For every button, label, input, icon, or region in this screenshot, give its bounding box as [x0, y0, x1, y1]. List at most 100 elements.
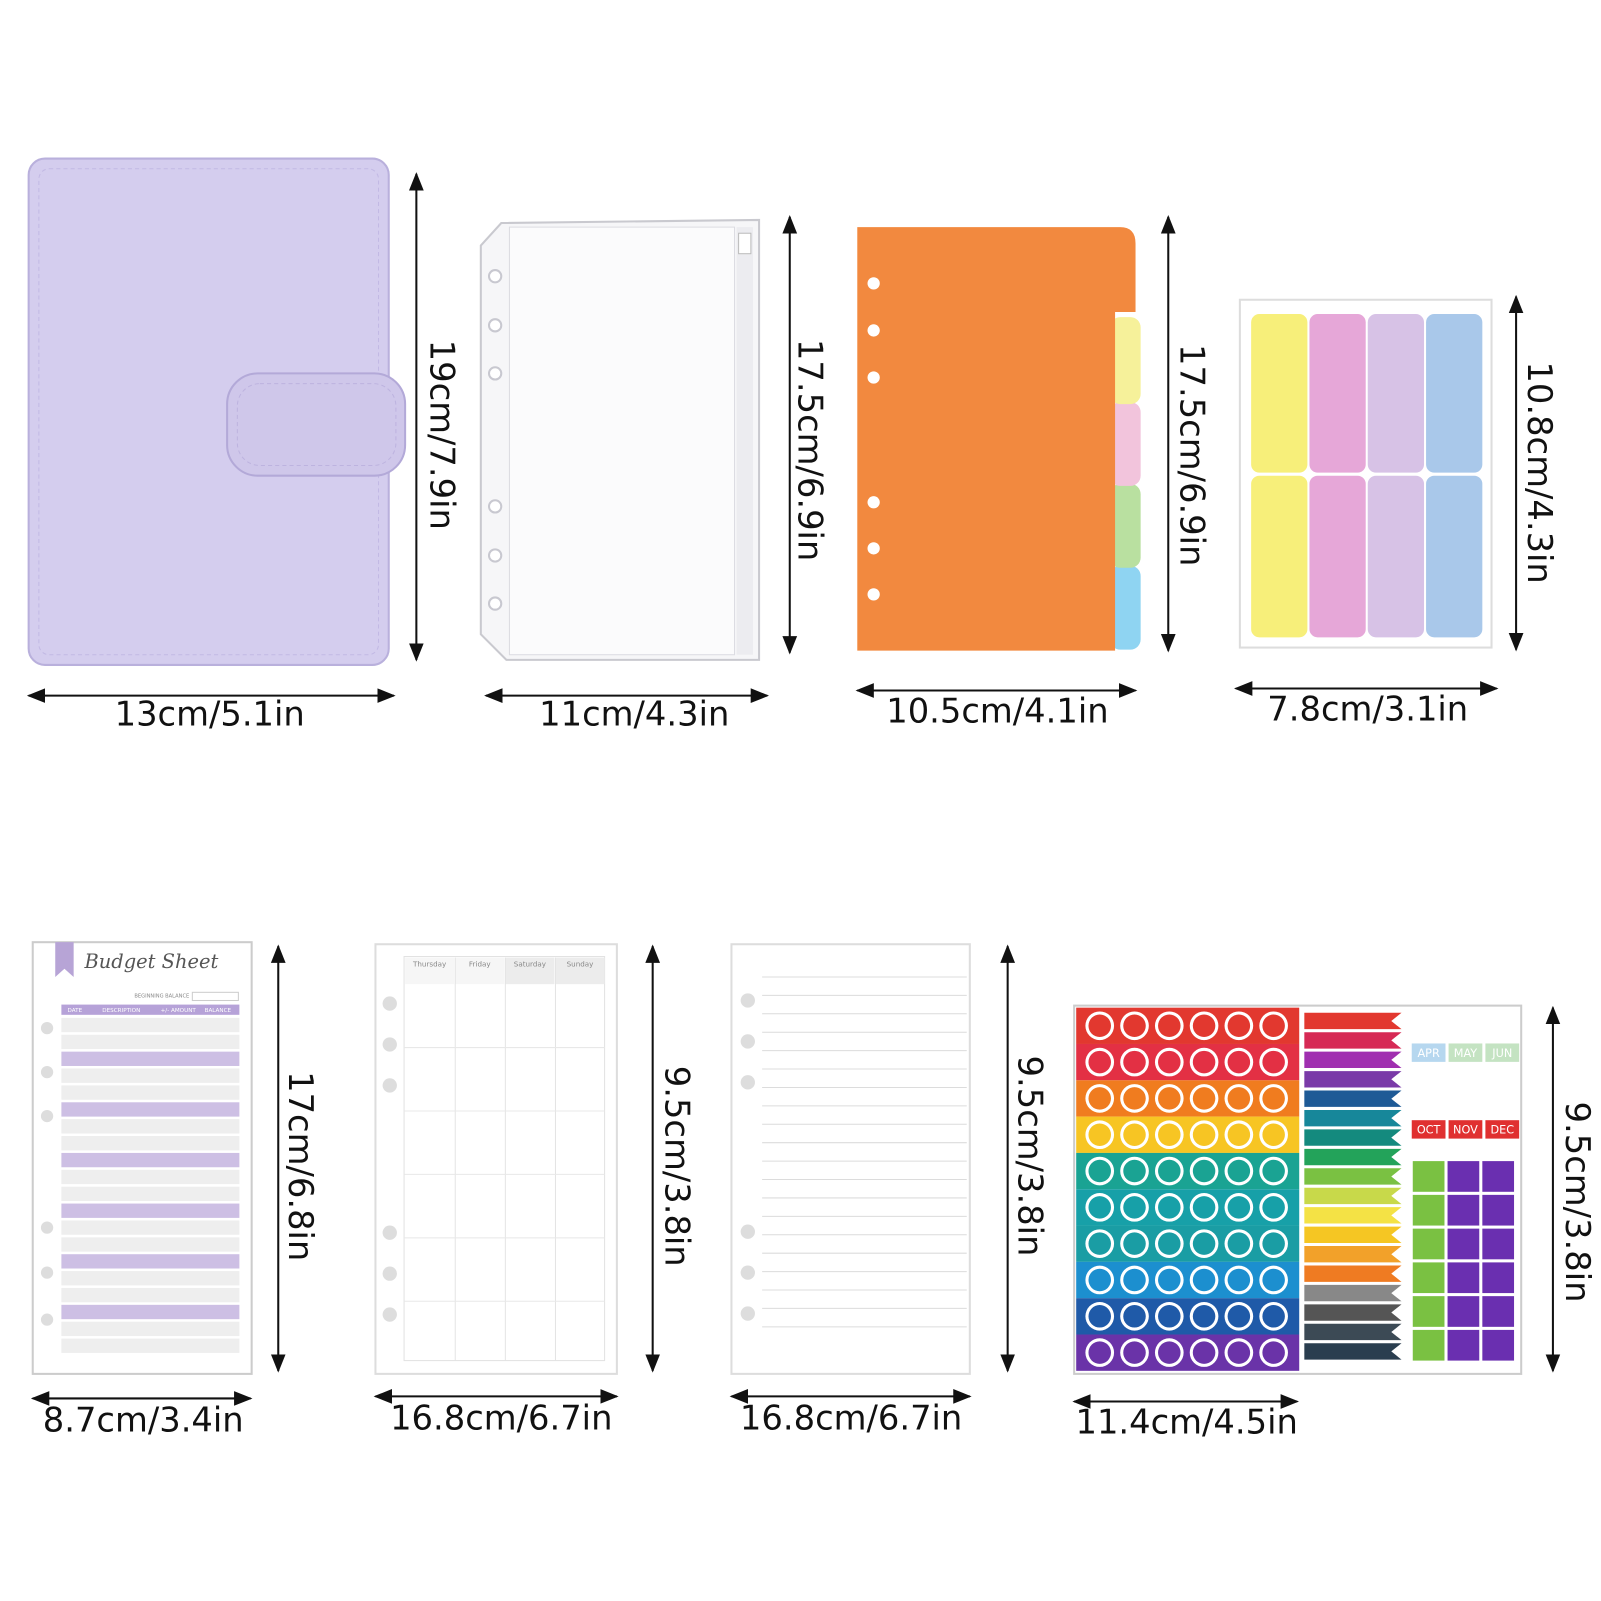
- budget-sheet: Budget Sheet BEGINNING BALANCE DATE DESCRIP…: [31, 941, 253, 1375]
- width-label: 8.7cm/3.4in: [43, 1400, 244, 1439]
- divider: [857, 227, 1141, 651]
- sticker: [1426, 314, 1483, 473]
- day-name: Sunday: [567, 960, 595, 969]
- todo-sticker: [1482, 1194, 1515, 1226]
- column-header: +/- AMOUNT: [161, 1008, 197, 1014]
- hole: [40, 1065, 54, 1079]
- row: [61, 1017, 240, 1033]
- sticker: [1192, 1087, 1216, 1110]
- hole: [382, 1307, 397, 1322]
- sticker: [1192, 1196, 1216, 1219]
- flag-sticker: [1304, 1323, 1402, 1341]
- todo-sticker: [1482, 1228, 1515, 1260]
- lined-paper: [730, 943, 971, 1375]
- month-sticker: [1485, 1043, 1520, 1062]
- flag-sticker: [1304, 1012, 1402, 1030]
- hole: [740, 1075, 755, 1090]
- row: [61, 1102, 240, 1117]
- height-label: 19cm/7.9in: [422, 340, 461, 530]
- column-header: DESCRIPTION: [102, 1008, 140, 1014]
- zip-pouch: [479, 218, 761, 661]
- balance-box: [191, 991, 239, 1002]
- row: [61, 1203, 240, 1218]
- weekly-planner: Thursday Friday Saturday Sunday: [374, 943, 618, 1375]
- budget-title: Budget Sheet: [84, 950, 219, 973]
- flag-sticker: [1304, 1168, 1402, 1185]
- sticker: [1262, 1305, 1285, 1328]
- sticker: [1123, 1196, 1146, 1219]
- sticker: [1262, 1341, 1285, 1364]
- day-header: [405, 957, 455, 985]
- sticker-sheet: APR MAY JUN OCT NOV DEC: [1073, 1004, 1523, 1375]
- flag-sticker: [1304, 1304, 1402, 1321]
- flag-sticker: [1304, 1109, 1402, 1127]
- sticker: [1192, 1123, 1216, 1146]
- hole: [40, 1266, 54, 1279]
- hole: [40, 1021, 54, 1035]
- month-label: JUN: [1491, 1047, 1512, 1060]
- sticker: [1088, 1050, 1111, 1074]
- hole: [740, 1034, 755, 1049]
- sticker: [1309, 314, 1366, 473]
- sticker: [1227, 1123, 1251, 1146]
- height-label: 9.5cm/3.8in: [1558, 1102, 1597, 1303]
- todo-sticker: [1482, 1262, 1515, 1294]
- width-label: 16.8cm/6.7in: [390, 1398, 612, 1437]
- month-label: DEC: [1490, 1123, 1514, 1136]
- month-label: NOV: [1453, 1123, 1478, 1136]
- height-label: 9.5cm/3.8in: [658, 1066, 697, 1267]
- todo-sticker: [1447, 1329, 1480, 1361]
- day-header: [505, 957, 555, 985]
- flag-sticker: [1304, 1051, 1402, 1069]
- row: [61, 1034, 240, 1050]
- row: [61, 1271, 240, 1286]
- flag-sticker: [1304, 1071, 1402, 1088]
- sticker: [1192, 1232, 1216, 1255]
- sticker: [1262, 1159, 1285, 1183]
- sticker: [1088, 1123, 1111, 1146]
- row: [61, 1237, 240, 1252]
- hole: [740, 1306, 755, 1321]
- row: [61, 1338, 240, 1353]
- flag-sticker: [1304, 1265, 1402, 1282]
- sticker: [1262, 1196, 1285, 1219]
- sticker: [1262, 1014, 1285, 1038]
- sticker: [1227, 1341, 1251, 1364]
- balance-label: BEGINNING BALANCE: [134, 993, 189, 999]
- sticker: [1227, 1196, 1251, 1219]
- sticker: [1192, 1014, 1216, 1038]
- todo-sticker: [1447, 1296, 1480, 1327]
- row: [61, 1304, 240, 1320]
- binder: [27, 157, 407, 666]
- sticker: [1123, 1232, 1146, 1255]
- todo-sticker: [1447, 1228, 1480, 1260]
- sticker: [1251, 314, 1308, 473]
- sticker: [1227, 1232, 1251, 1255]
- day-name: Saturday: [514, 960, 547, 969]
- sticker: [1192, 1268, 1216, 1292]
- sticker: [1123, 1087, 1146, 1110]
- sticker: [1123, 1123, 1146, 1146]
- sticker: [1227, 1014, 1251, 1038]
- sticker: [1158, 1123, 1181, 1146]
- sticker: [1123, 1305, 1146, 1328]
- flag-sticker: [1304, 1129, 1402, 1146]
- day-header: [555, 957, 605, 985]
- flag-sticker: [1304, 1090, 1402, 1107]
- sticker: [1158, 1014, 1181, 1038]
- sticker: [1088, 1014, 1111, 1038]
- sticker: [1158, 1341, 1181, 1364]
- todo-sticker: [1412, 1329, 1445, 1361]
- width-label: 16.8cm/6.7in: [740, 1398, 962, 1437]
- todo-sticker: [1447, 1262, 1480, 1294]
- flag-sticker: [1304, 1032, 1402, 1049]
- day-header: [455, 957, 505, 985]
- height-label: 17.5cm/6.9in: [1172, 344, 1211, 566]
- sticker: [1123, 1159, 1146, 1183]
- row: [61, 1169, 240, 1185]
- todo-sticker: [1412, 1228, 1445, 1260]
- sticker: [1088, 1305, 1111, 1328]
- height-label: 10.8cm/4.3in: [1520, 361, 1559, 583]
- row: [61, 1119, 240, 1134]
- todo-sticker: [1482, 1329, 1515, 1361]
